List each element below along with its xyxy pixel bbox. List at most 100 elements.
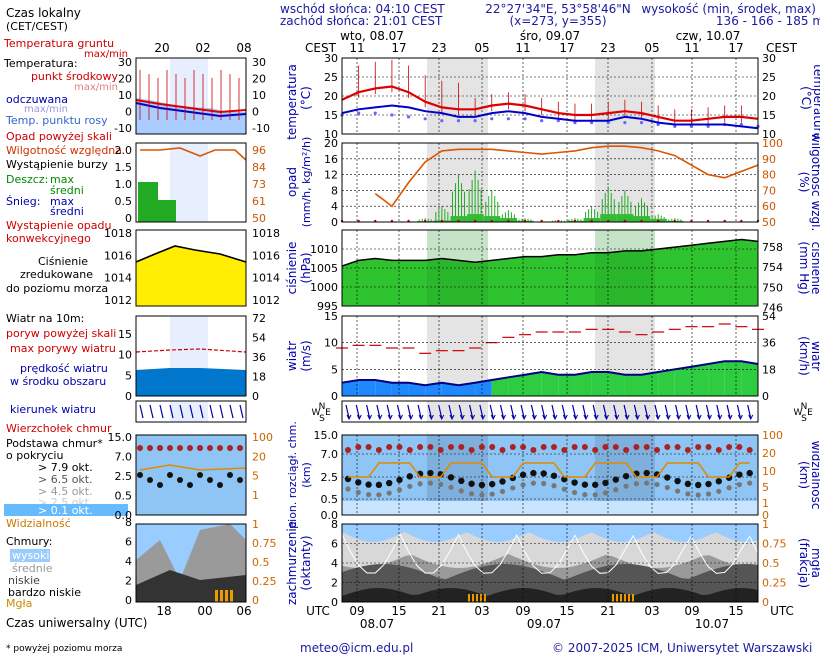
cloudtop-ytick-4: 15.0 [314,429,339,442]
wind-fill-5 [425,382,442,396]
dewpoint-point-8 [473,119,477,123]
top-hour-label-7: 05 [644,41,659,55]
mini-wind-ytick-right-4: 0 [252,390,259,403]
wind-fill-1 [358,380,376,396]
wind-arrow-21 [561,404,566,419]
grid-text: (x=273, y=355) [509,14,606,28]
dewpoint-point-12 [540,119,544,123]
mini-temp-ytick-4: -10 [114,122,132,135]
visibility-ytick-5: 100 [762,429,783,442]
rain-avg-bar-9 [483,216,501,222]
wind-fill-22 [708,361,725,396]
mini-cloud-top-2 [157,445,163,451]
cloud-base-grey-37 [726,485,732,491]
mini-cover-ytick-1: 6 [125,536,132,549]
utc-label-left: UTC [306,604,330,618]
press-ytick-3: 1010 [310,243,338,256]
wind-fill-23 [724,361,742,396]
mini-perceived-line [135,102,247,118]
bottom-hour-label-8: 09 [684,604,699,618]
wind-axis-right-unit: (km/h) [797,336,811,376]
legend-ground-temp: Temperatura gruntu [3,37,114,50]
cloud-top-point-32 [674,444,681,450]
fog-bar-0-480 [480,594,482,602]
legend-gust-max: max porywy wiatru [10,342,116,355]
mini-wind-ytick-right-0: 72 [252,312,266,325]
wind-arrowhead-33 [686,414,692,421]
cloud-base-grey-23 [582,492,588,498]
cloud-base-grey-29 [644,480,650,486]
mini-humid-ytick-4: 50 [252,212,266,225]
wind-fill-21 [691,364,709,396]
legend-snow-max: max [50,195,74,208]
mini-wind-arrow-1 [149,404,154,419]
legend-wind-title: Wiatr na 10m: [6,312,84,325]
wind-arrow-35 [705,404,711,419]
cover-ytick-3: 6 [331,538,338,551]
bottom-hour-label-9: 15 [728,604,743,618]
cloud-top-point-10 [448,444,454,450]
fog-bar-0-468 [468,594,470,602]
mini-visibility-line [139,464,247,471]
legend-cloudbase-1: Podstawa chmur* [6,437,103,450]
legend-clouds: Chmury: [6,535,52,548]
mini-vis-ytick-1: 20 [252,450,266,463]
cloudtop-ytick-0: 0.0 [321,509,339,522]
cover-ytick-4: 8 [331,518,338,531]
fog-ytick-1: 0.25 [762,577,787,590]
fog-axis-title: mgła [809,548,820,578]
dewpoint-point-10 [506,117,510,121]
wind-ytick-right-2: 36 [762,337,776,350]
precip-ytick-0: 0 [331,216,338,229]
wind-arrow-12 [469,404,474,419]
mini-temp-frame [135,57,247,135]
cloud-base-point-24 [592,481,599,488]
cloud-top-point-36 [715,447,722,453]
legend-gust-above: poryw powyżej skali [6,327,116,340]
cloud-base-point-23 [581,481,589,488]
wind-arrow-5 [396,404,402,419]
top-hour-label-6: 23 [600,41,615,55]
cloud-base-point-18 [530,469,537,477]
cloud-top-point-37 [726,444,733,450]
mini-humidity-line [140,147,247,161]
elevation-values: 136 - 166 - 185 m [716,14,820,28]
day-label-top-3: czw, 10.07 [676,29,741,43]
legend-cl-vlow: bardzo niskie [8,586,81,599]
footer-email[interactable]: meteo@icm.edu.pl [300,641,413,655]
cloud-top-point-1 [355,444,362,450]
legend-local-time-sub: (CET/CEST) [6,20,68,33]
visibility-ytick-1: 1 [762,497,769,510]
wind-arrowhead-34 [696,414,702,421]
wind-arrow-4 [386,404,391,419]
sunset-text: zachód słońca: 21:01 CEST [280,14,443,28]
precip-axis-title: opad [285,167,299,197]
legend-convective-2: konwekcyjnego [6,232,91,245]
mini-temp-ytick-2: 10 [118,89,132,102]
cloud-top-point-7 [417,444,424,450]
wind-arrowhead-30 [655,414,661,421]
mini-top-tick-0: 20 [154,41,169,55]
cloud-base-grey-3 [376,492,382,498]
cloud-top-point-8 [427,444,434,450]
wind-arrowhead-38 [737,414,743,421]
wind-arrow-39 [747,404,752,419]
legend-convective-1: Wystąpienie opadu [6,219,111,232]
cloud-base-grey-35 [705,491,712,497]
cloud-base-grey-13 [479,492,485,498]
humid-axis-unit: (%) [797,172,811,193]
visibility-ytick-3: 10 [762,465,776,478]
humidity-line [374,145,759,208]
wind-fill-17 [624,374,642,396]
wind-fill-18 [641,372,659,396]
wind-fill-0 [342,380,359,396]
temp-axis-right: (°C) [799,86,813,110]
bottom-hour-label-3: 03 [474,604,489,618]
mini-temp-ytick-right-1: 20 [252,73,266,86]
cloud-base-grey-18 [530,480,537,486]
bottom-hour-label-0: 09 [349,604,364,618]
mini-cloud-top-1 [147,445,153,451]
humidity-ytick-2: 70 [762,184,776,197]
wind-fill-3 [391,382,409,396]
wind-fill-20 [674,366,692,396]
